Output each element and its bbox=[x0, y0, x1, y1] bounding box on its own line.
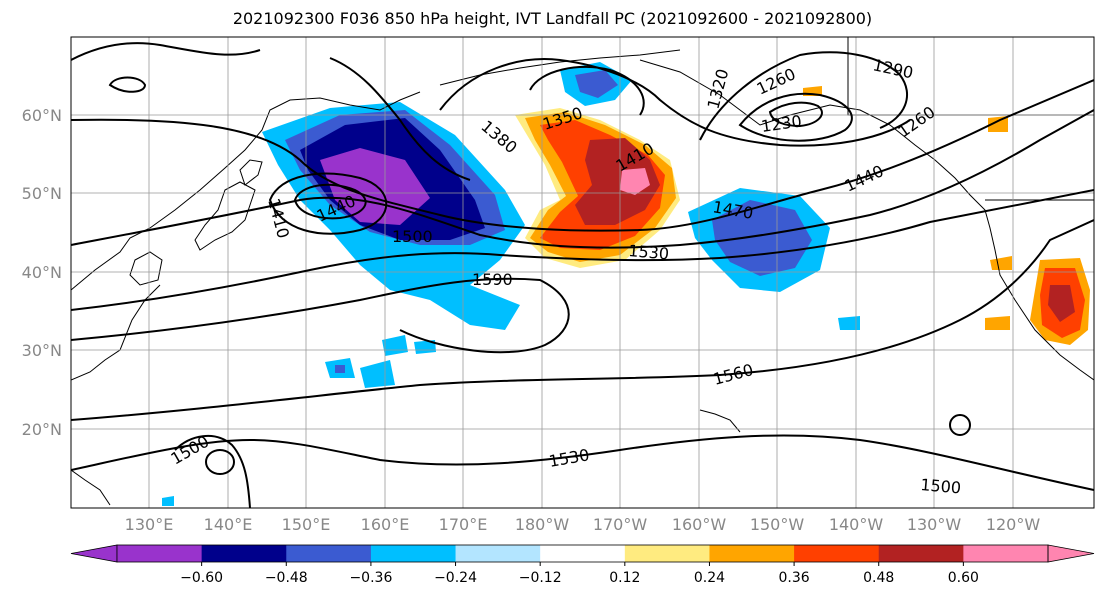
lon-label: 130°W bbox=[907, 515, 962, 534]
lon-label: 160°E bbox=[361, 515, 410, 534]
map-title: 2021092300 F036 850 hPa height, IVT Land… bbox=[232, 9, 873, 28]
graticule bbox=[71, 37, 1094, 508]
longitude-labels: 130°E 140°E 150°E 160°E 170°E 180°W 170°… bbox=[125, 515, 1041, 534]
lon-label: 160°W bbox=[672, 515, 727, 534]
colorbar bbox=[70, 544, 1095, 563]
ivt-positive-shading-us bbox=[803, 86, 1090, 345]
lon-label: 150°E bbox=[282, 515, 331, 534]
colorbar-extend-high bbox=[1047, 544, 1095, 563]
colorbar-labels: −0.60 −0.48 −0.36 −0.24 −0.12 0.12 0.24 0.36 0.4… bbox=[180, 562, 979, 586]
lon-label: 120°W bbox=[986, 515, 1041, 534]
lon-label: 130°E bbox=[125, 515, 174, 534]
colorbar-tick-label: 0.36 bbox=[779, 570, 810, 586]
colorbar-tick-label: 0.24 bbox=[694, 570, 725, 586]
ivt-positive-shading-central bbox=[515, 108, 680, 268]
map-background bbox=[71, 37, 1094, 508]
colorbar-swatch bbox=[624, 545, 710, 562]
lon-label: 180°W bbox=[515, 515, 570, 534]
ivt-negative-shading-west bbox=[162, 102, 525, 506]
colorbar-tick-label: 0.60 bbox=[948, 570, 979, 586]
lat-label: 40°N bbox=[22, 263, 62, 282]
colorbar-swatch bbox=[540, 545, 626, 562]
colorbar-tick-label: −0.12 bbox=[519, 570, 562, 586]
colorbar-swatch bbox=[963, 545, 1049, 562]
contour-label: 1500 bbox=[920, 475, 962, 497]
lat-label: 50°N bbox=[22, 184, 62, 203]
colorbar-swatch bbox=[117, 545, 203, 562]
colorbar-swatch bbox=[286, 545, 372, 562]
colorbar-tick-label: 0.12 bbox=[609, 570, 640, 586]
lon-label: 140°W bbox=[829, 515, 884, 534]
colorbar-frame bbox=[116, 544, 1049, 563]
colorbar-swatch bbox=[370, 545, 457, 562]
lat-label: 60°N bbox=[22, 106, 62, 125]
colorbar-tick-label: −0.48 bbox=[265, 570, 308, 586]
height-contours bbox=[71, 42, 1094, 508]
colorbar-tick-label: −0.24 bbox=[434, 570, 477, 586]
latitude-labels: 60°N 50°N 40°N 30°N 20°N bbox=[22, 106, 62, 439]
colorbar-tick-label: −0.60 bbox=[180, 570, 223, 586]
lon-label: 140°E bbox=[204, 515, 253, 534]
colorbar-swatch bbox=[878, 545, 964, 562]
contour-label: 1500 bbox=[392, 227, 433, 246]
colorbar-swatch bbox=[794, 545, 880, 562]
lat-label: 30°N bbox=[22, 341, 62, 360]
colorbar-tick-label: 0.48 bbox=[863, 570, 894, 586]
colorbar-swatch bbox=[709, 545, 795, 562]
lon-label: 170°W bbox=[593, 515, 648, 534]
contour-label: 1590 bbox=[472, 270, 513, 289]
lon-label: 170°E bbox=[439, 515, 488, 534]
lat-label: 20°N bbox=[22, 420, 62, 439]
lon-label: 150°W bbox=[750, 515, 805, 534]
colorbar-extend-low bbox=[70, 544, 118, 563]
map-frame bbox=[70, 36, 1095, 509]
colorbar-swatch bbox=[455, 545, 541, 562]
colorbar-tick-label: −0.36 bbox=[349, 570, 392, 586]
contour-label: 1530 bbox=[628, 241, 670, 263]
colorbar-swatch bbox=[201, 545, 287, 562]
